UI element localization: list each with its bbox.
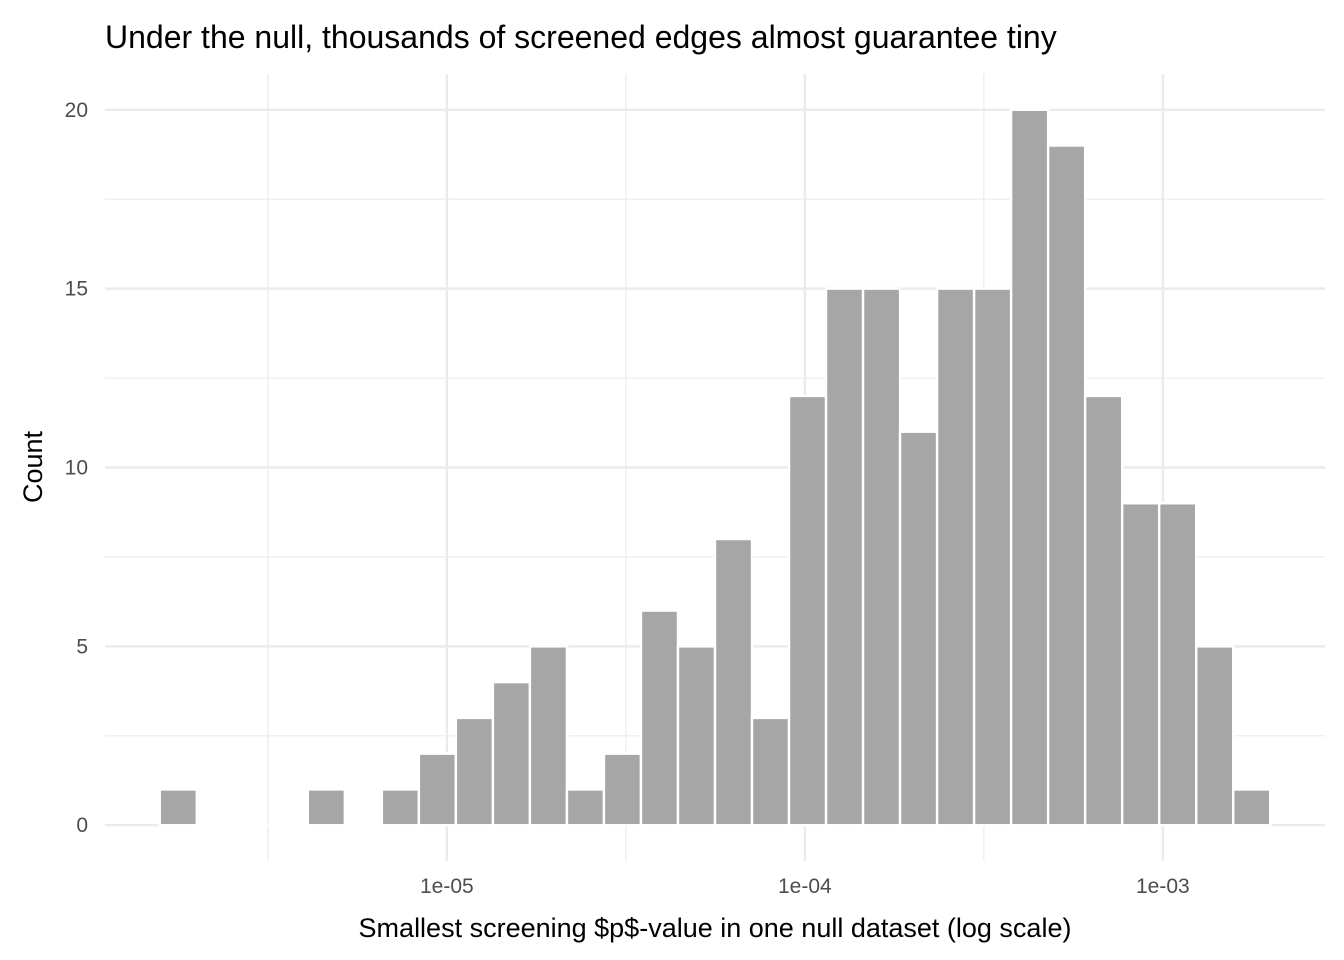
histogram-bar bbox=[602, 752, 643, 827]
y-tick-label: 5 bbox=[76, 635, 88, 658]
histogram-bar bbox=[1083, 394, 1124, 827]
histogram-bar bbox=[491, 680, 532, 827]
y-tick-labels: 0 5 10 15 20 bbox=[65, 99, 88, 837]
x-tick-label: 1e-04 bbox=[778, 875, 832, 898]
histogram-bar bbox=[1232, 788, 1272, 827]
histogram-bar bbox=[380, 788, 421, 827]
x-axis-label: Smallest screening $p$-value in one null… bbox=[359, 913, 1072, 943]
y-tick-label: 15 bbox=[65, 278, 88, 301]
histogram-bar bbox=[1194, 645, 1235, 827]
chart-title: Under the null, thousands of screened ed… bbox=[105, 19, 1057, 55]
histogram-bar bbox=[1046, 144, 1087, 827]
x-tick-label: 1e-03 bbox=[1136, 875, 1190, 898]
histogram-bar bbox=[306, 788, 347, 827]
bars bbox=[158, 108, 1272, 827]
histogram-bar bbox=[713, 537, 754, 827]
y-axis-label: Count bbox=[18, 430, 48, 503]
histogram-bar bbox=[1157, 502, 1198, 827]
histogram-bar bbox=[528, 645, 569, 827]
histogram-bar bbox=[861, 287, 902, 827]
histogram-bar bbox=[898, 430, 939, 827]
histogram-bar bbox=[417, 752, 458, 827]
y-tick-label: 10 bbox=[65, 457, 88, 480]
histogram-bar bbox=[1009, 108, 1050, 827]
histogram-bar bbox=[1120, 502, 1161, 827]
histogram-bar bbox=[935, 287, 976, 827]
x-tick-labels: 1e-05 1e-04 1e-03 bbox=[420, 875, 1190, 898]
x-tick-label: 1e-05 bbox=[420, 875, 474, 898]
histogram-bar bbox=[787, 394, 828, 827]
histogram-bar bbox=[750, 716, 791, 827]
histogram-bar bbox=[158, 788, 198, 827]
y-tick-label: 20 bbox=[65, 99, 88, 122]
histogram-bar bbox=[824, 287, 865, 827]
histogram-bar bbox=[454, 716, 495, 827]
histogram-bar bbox=[676, 645, 717, 827]
histogram-bar bbox=[639, 609, 680, 827]
histogram-bar bbox=[972, 287, 1013, 827]
histogram-bar bbox=[565, 788, 606, 827]
y-tick-label: 0 bbox=[76, 814, 88, 837]
